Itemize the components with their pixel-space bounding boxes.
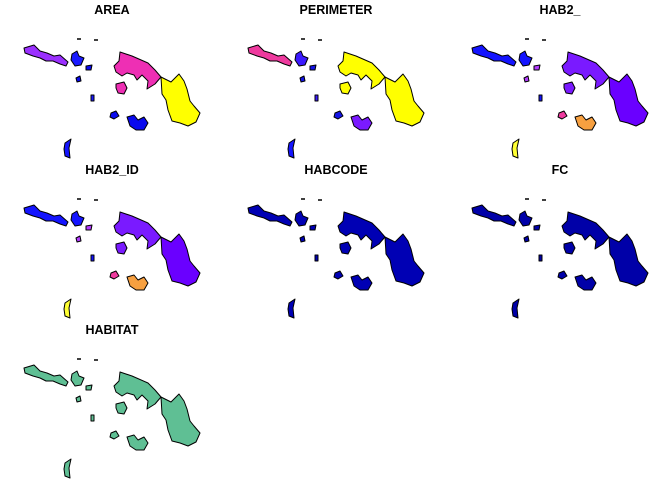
central-coast-polygon [561, 51, 610, 90]
panel-title: HABCODE [304, 163, 367, 177]
far-south-polygon [287, 298, 296, 319]
central-islet-polygon [115, 241, 128, 255]
map-panel-habitat: HABITAT [23, 323, 201, 479]
islet-a-polygon [533, 64, 541, 71]
islet-a-polygon [85, 64, 93, 71]
map-panel-hab2-id: HAB2_ID [23, 163, 201, 319]
map-panel-habcode: HABCODE [247, 163, 425, 319]
far-south-polygon [511, 298, 520, 319]
islet-a-polygon [309, 64, 317, 71]
south-islet-polygon [109, 110, 120, 120]
central-coast-polygon [337, 51, 386, 90]
islet-b-polygon [523, 235, 530, 243]
small-island-polygon [90, 94, 95, 102]
central-islet-polygon [339, 81, 352, 95]
small-island-polygon [314, 94, 319, 102]
west-strip-polygon [70, 370, 85, 387]
islet-a-polygon [533, 224, 541, 231]
islet-b-polygon [75, 235, 82, 243]
small-island-polygon [538, 94, 543, 102]
west-strip-polygon [518, 210, 533, 227]
west-strip-polygon [294, 210, 309, 227]
east-coast-polygon [608, 73, 649, 127]
small-island-polygon [90, 254, 95, 262]
south-cluster-polygon [126, 114, 149, 131]
south-cluster-polygon [126, 434, 149, 451]
small-island-polygon [314, 254, 319, 262]
south-cluster-polygon [574, 114, 597, 131]
map-panel-area: AREA [23, 3, 201, 159]
map-panel-fc: FC [471, 163, 649, 319]
panel-title: HABITAT [86, 323, 139, 337]
west-coast-polygon [471, 44, 517, 67]
map-panel-hab2-: HAB2_ [471, 3, 649, 159]
east-coast-polygon [608, 233, 649, 287]
south-islet-polygon [109, 270, 120, 280]
islet-b-polygon [75, 75, 82, 83]
far-south-polygon [63, 298, 72, 319]
east-coast-polygon [384, 233, 425, 287]
west-strip-polygon [70, 50, 85, 67]
central-islet-polygon [115, 401, 128, 415]
south-islet-polygon [333, 270, 344, 280]
south-cluster-polygon [350, 274, 373, 291]
far-south-polygon [63, 458, 72, 479]
central-islet-polygon [115, 81, 128, 95]
panel-title: FC [552, 163, 569, 177]
central-islet-polygon [563, 241, 576, 255]
east-coast-polygon [160, 233, 201, 287]
panel-title: HAB2_ID [85, 163, 139, 177]
islet-b-polygon [299, 75, 306, 83]
west-coast-polygon [247, 44, 293, 67]
west-strip-polygon [294, 50, 309, 67]
south-cluster-polygon [574, 274, 597, 291]
islet-a-polygon [85, 384, 93, 391]
panel-title: AREA [94, 3, 129, 17]
west-strip-polygon [70, 210, 85, 227]
far-south-polygon [63, 138, 72, 159]
small-island-polygon [90, 414, 95, 422]
south-cluster-polygon [350, 114, 373, 131]
south-islet-polygon [557, 110, 568, 120]
west-coast-polygon [471, 204, 517, 227]
east-coast-polygon [160, 73, 201, 127]
west-coast-polygon [23, 364, 69, 387]
small-island-polygon [538, 254, 543, 262]
west-coast-polygon [23, 204, 69, 227]
central-coast-polygon [113, 371, 162, 410]
central-coast-polygon [113, 211, 162, 250]
panel-title: HAB2_ [540, 3, 582, 17]
islet-b-polygon [523, 75, 530, 83]
south-cluster-polygon [126, 274, 149, 291]
central-coast-polygon [337, 211, 386, 250]
south-islet-polygon [109, 430, 120, 440]
islet-a-polygon [309, 224, 317, 231]
islet-a-polygon [85, 224, 93, 231]
central-islet-polygon [563, 81, 576, 95]
west-coast-polygon [247, 204, 293, 227]
south-islet-polygon [333, 110, 344, 120]
south-islet-polygon [557, 270, 568, 280]
central-coast-polygon [113, 51, 162, 90]
panel-title: PERIMETER [300, 3, 373, 17]
central-islet-polygon [339, 241, 352, 255]
islet-b-polygon [75, 395, 82, 403]
west-coast-polygon [23, 44, 69, 67]
islet-b-polygon [299, 235, 306, 243]
map-panel-perimeter: PERIMETER [247, 3, 425, 159]
far-south-polygon [287, 138, 296, 159]
central-coast-polygon [561, 211, 610, 250]
west-strip-polygon [518, 50, 533, 67]
east-coast-polygon [160, 393, 201, 447]
east-coast-polygon [384, 73, 425, 127]
far-south-polygon [511, 138, 520, 159]
